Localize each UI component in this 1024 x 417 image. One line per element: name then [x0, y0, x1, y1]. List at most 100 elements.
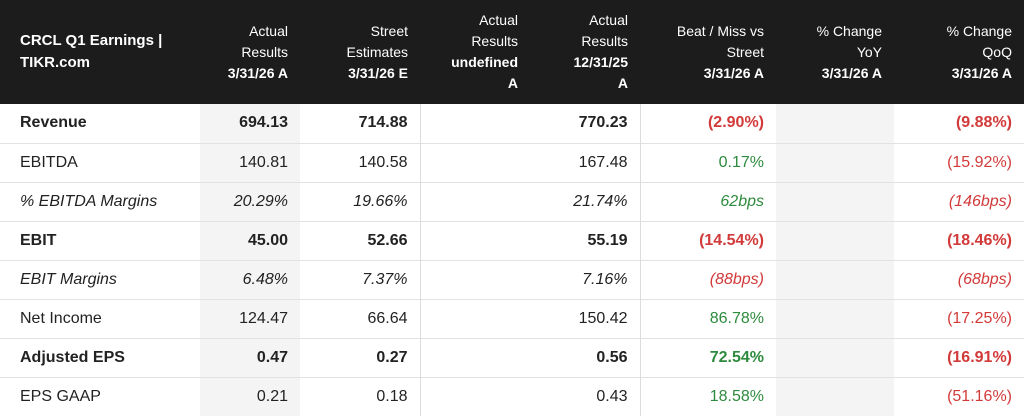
undefined-cell	[419, 376, 530, 416]
row-label: EBIT	[0, 220, 200, 260]
row-ebitda-margins: % EBITDA Margins 20.29% 19.66% 21.74% 62…	[0, 181, 1024, 221]
row-label: Adjusted EPS	[0, 337, 200, 377]
beat-miss-cell: 0.17%	[639, 142, 776, 182]
undefined-cell	[419, 337, 530, 377]
beat-miss-cell: (88bps)	[639, 259, 776, 299]
actual-cell: 0.21	[200, 376, 300, 416]
column-header-date-suffix: A	[617, 75, 628, 91]
column-header-beat-miss: Beat / Miss vs Street 3/31/26 A	[640, 0, 776, 104]
undefined-cell	[419, 298, 530, 338]
qoq-cell: (18.46%)	[894, 220, 1024, 260]
row-label: Revenue	[20, 114, 87, 132]
prior-cell: 150.42	[530, 298, 640, 338]
yoy-cell	[776, 104, 894, 143]
estimate-cell: 0.27	[300, 337, 420, 377]
estimate-cell: 0.18	[300, 376, 420, 416]
column-header-date: 3/31/26 A	[951, 64, 1012, 81]
table-header: CRCL Q1 Earnings | TIKR.com Actual Resul…	[0, 0, 1024, 104]
column-header-line: Results	[471, 33, 518, 49]
column-header-yoy: % Change YoY 3/31/26 A	[776, 0, 894, 104]
column-header-date: 3/31/26 A	[703, 64, 764, 81]
column-header-date-suffix: A	[507, 75, 518, 91]
row-label: EBIT Margins	[0, 259, 200, 299]
beat-miss-cell: 72.54%	[639, 337, 776, 377]
column-header-line: % Change	[946, 22, 1012, 39]
yoy-cell	[776, 220, 894, 260]
prior-cell: 0.56	[530, 337, 640, 377]
row-ebit: EBIT 45.00 52.66 55.19 (14.54%) (18.46%)	[0, 220, 1024, 260]
actual-cell: 0.47	[200, 337, 300, 377]
undefined-cell	[419, 104, 530, 143]
beat-miss-cell: 62bps	[639, 181, 776, 221]
column-header-line: Results	[581, 33, 628, 49]
column-header-estimates: Street Estimates 3/31/26 E	[300, 0, 420, 104]
undefined-cell	[419, 181, 530, 221]
column-header-date: 3/31/26 E	[348, 64, 408, 81]
actual-cell: 45.00	[200, 220, 300, 260]
column-header-line: Results	[241, 43, 288, 60]
table-body: Revenue 694.13 714.88 770.23 (2.90%) (9.…	[0, 104, 1024, 416]
prior-cell: 167.48	[530, 142, 640, 182]
yoy-cell	[776, 181, 894, 221]
estimate-cell: 7.37%	[300, 259, 420, 299]
qoq-cell: (17.25%)	[894, 298, 1024, 338]
column-header-line: % Change	[816, 22, 882, 39]
title-line-1: CRCL Q1 Earnings |	[20, 32, 163, 49]
column-header-date: undefined	[451, 54, 518, 70]
row-ebit-margins: EBIT Margins 6.48% 7.37% 7.16% (88bps) (…	[0, 259, 1024, 299]
prior-cell: 770.23	[578, 114, 628, 132]
column-header-line: Actual	[249, 22, 288, 39]
yoy-cell	[776, 142, 894, 182]
qoq-cell: (146bps)	[894, 181, 1024, 221]
qoq-cell: (15.92%)	[894, 142, 1024, 182]
qoq-cell: (9.88%)	[955, 114, 1012, 132]
column-header-line: YoY	[856, 43, 882, 60]
column-header-qoq: % Change QoQ 3/31/26 A	[894, 0, 1024, 104]
qoq-cell: (68bps)	[894, 259, 1024, 299]
beat-miss-cell: 86.78%	[639, 298, 776, 338]
row-label: EBITDA	[0, 142, 200, 182]
column-header-date: 12/31/25	[573, 54, 629, 70]
actual-cell: 20.29%	[200, 181, 300, 221]
undefined-cell	[419, 220, 530, 260]
column-header-line: Street	[726, 43, 764, 60]
row-ebitda: EBITDA 140.81 140.58 167.48 0.17% (15.92…	[0, 142, 1024, 182]
prior-cell: 55.19	[530, 220, 640, 260]
row-revenue: Revenue 694.13 714.88 770.23 (2.90%) (9.…	[0, 104, 1024, 143]
estimate-cell: 19.66%	[300, 181, 420, 221]
column-header-line: Beat / Miss vs	[676, 22, 764, 39]
estimate-cell: 66.64	[300, 298, 420, 338]
table-title: CRCL Q1 Earnings | TIKR.com	[0, 0, 200, 104]
column-header-line: Actual	[589, 12, 628, 28]
beat-miss-cell: 18.58%	[639, 376, 776, 416]
column-header-date: 3/31/26 A	[227, 64, 288, 81]
undefined-cell	[419, 259, 530, 299]
prior-cell: 0.43	[530, 376, 640, 416]
row-label: Net Income	[0, 298, 200, 338]
column-header-prior-quarter: Actual Results 12/31/25 A	[530, 0, 640, 104]
actual-cell: 140.81	[200, 142, 300, 182]
beat-miss-cell: (2.90%)	[639, 104, 776, 143]
column-header-line: Estimates	[346, 43, 408, 60]
row-net-income: Net Income 124.47 66.64 150.42 86.78% (1…	[0, 298, 1024, 338]
prior-cell: 7.16%	[530, 259, 640, 299]
qoq-cell: (51.16%)	[894, 376, 1024, 416]
estimate-cell: 52.66	[300, 220, 420, 260]
column-header-actual: Actual Results 3/31/26 A	[200, 0, 300, 104]
estimate-cell: 140.58	[300, 142, 420, 182]
row-label: % EBITDA Margins	[0, 181, 200, 221]
undefined-cell	[419, 142, 530, 182]
row-adjusted-eps: Adjusted EPS 0.47 0.27 0.56 72.54% (16.9…	[0, 337, 1024, 377]
beat-miss-cell: (14.54%)	[639, 220, 776, 260]
title-line-2: TIKR.com	[20, 54, 91, 71]
row-label: EPS GAAP	[0, 376, 200, 416]
column-header-line: QoQ	[982, 43, 1012, 60]
column-header-undefined: Actual Results undefined A	[420, 0, 530, 104]
estimate-cell: 714.88	[358, 114, 408, 132]
qoq-cell: (16.91%)	[894, 337, 1024, 377]
yoy-cell	[776, 259, 894, 299]
column-header-line: Street	[370, 22, 408, 39]
column-header-date: 3/31/26 A	[821, 64, 882, 81]
row-eps-gaap: EPS GAAP 0.21 0.18 0.43 18.58% (51.16%)	[0, 376, 1024, 416]
